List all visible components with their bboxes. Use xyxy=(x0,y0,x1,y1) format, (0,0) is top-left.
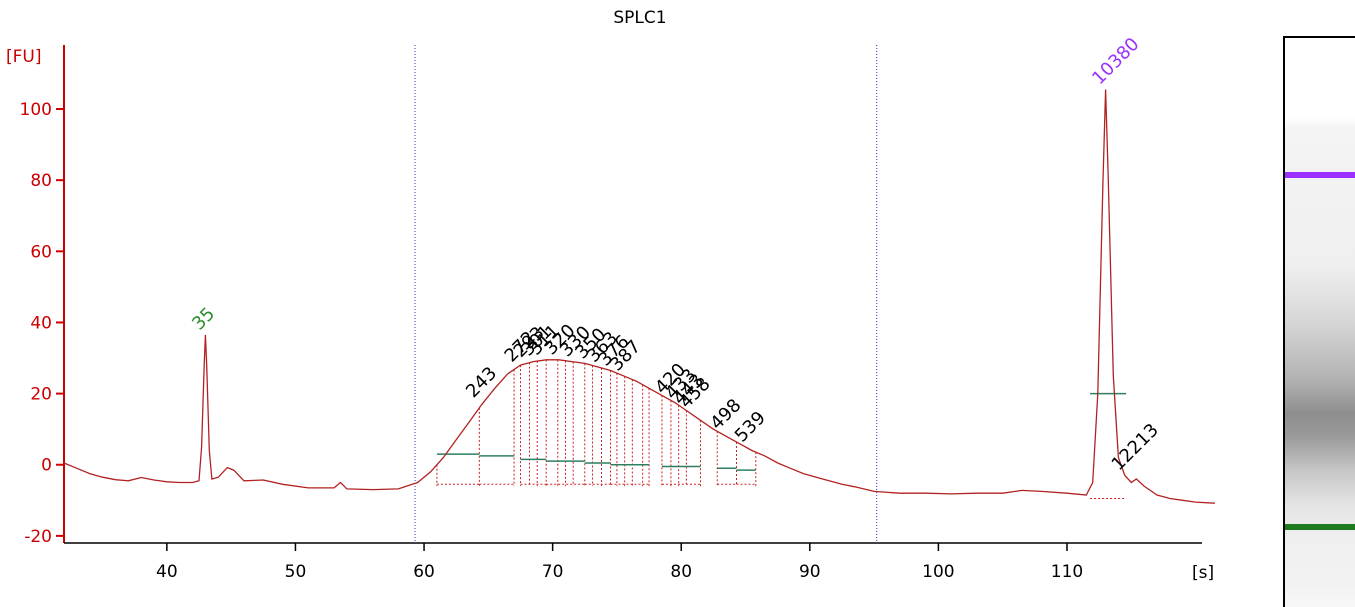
fragment-regions xyxy=(436,359,1127,500)
gel-band xyxy=(1285,524,1355,531)
x-tick-label: 110 xyxy=(1051,562,1083,582)
y-tick-label: 100 xyxy=(20,100,52,120)
y-tick-label: 80 xyxy=(30,171,52,191)
x-tick-label: 80 xyxy=(670,562,692,582)
y-tick-label: 40 xyxy=(30,313,52,333)
x-tick-label: 50 xyxy=(285,562,307,582)
y-tick-label: 0 xyxy=(41,456,52,476)
trace xyxy=(63,89,1215,504)
peak-label: 243 xyxy=(462,363,501,402)
y-tick-label: 60 xyxy=(30,242,52,262)
peak-label: 12213 xyxy=(1108,420,1163,475)
x-tick-label: 40 xyxy=(156,562,178,582)
y-axis-label: [FU] xyxy=(6,47,42,67)
gel-band xyxy=(1285,171,1355,178)
axes: -20 0 20 40 60 80 100 40 50 60 70 80 90 100 110 xyxy=(20,45,1202,582)
y-tick-label: 20 xyxy=(30,385,52,405)
gel-lane xyxy=(1283,36,1355,607)
x-tick-label: 100 xyxy=(922,562,954,582)
peak-label: 10380 xyxy=(1088,34,1143,89)
x-tick-label: 60 xyxy=(413,562,435,582)
x-tick-label: 90 xyxy=(799,562,821,582)
electropherogram-chart: SPLC1 [FU] [s] -20 0 20 40 60 80 100 40 50 60 70 80… xyxy=(6,8,1215,583)
x-axis-label: [s] xyxy=(1192,563,1214,583)
chart-title: SPLC1 xyxy=(613,8,666,28)
region-markers xyxy=(414,45,878,543)
y-tick-label: -20 xyxy=(24,527,52,547)
trace-line xyxy=(63,89,1215,504)
peak-labels: 3510380243272293301311320330350363376387… xyxy=(188,34,1163,475)
peak-label: 35 xyxy=(188,303,219,334)
x-tick-label: 70 xyxy=(542,562,564,582)
